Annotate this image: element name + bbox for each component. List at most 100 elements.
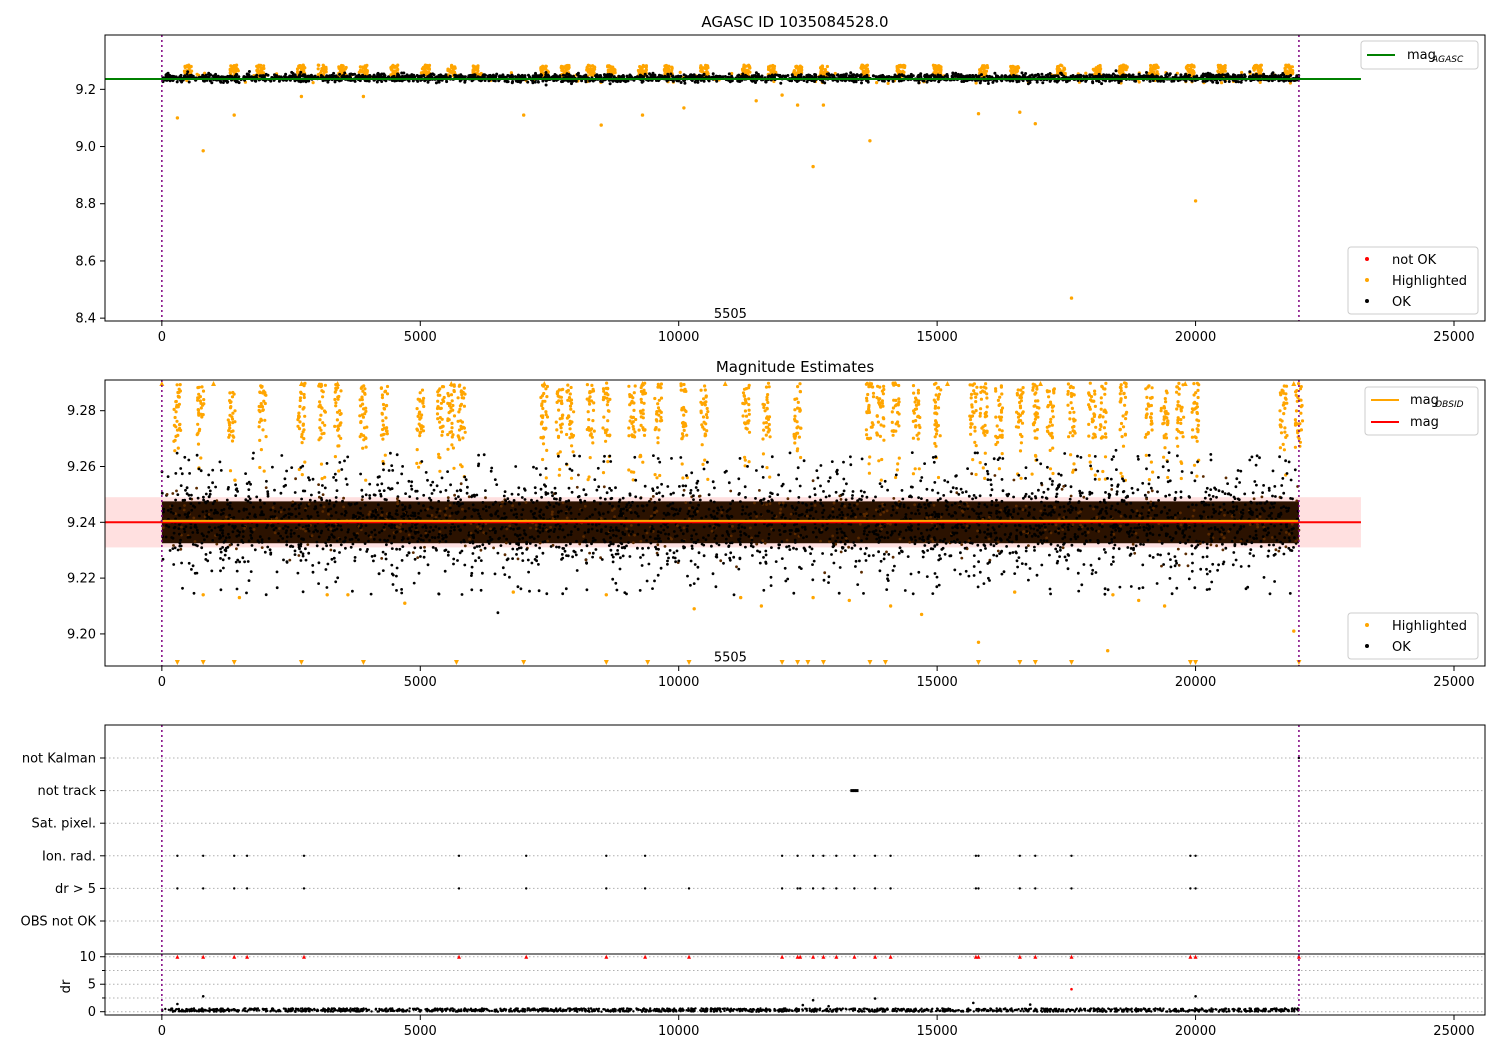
- highlighted-point: [262, 469, 266, 473]
- highlighted-point: [699, 69, 703, 73]
- highlighted-point: [559, 399, 564, 403]
- ok-point: [643, 72, 647, 76]
- ok-point: [696, 75, 699, 79]
- highlighted-point: [870, 425, 874, 429]
- ok-point: [675, 79, 679, 83]
- highlighted-point: [262, 64, 266, 68]
- highlighted-point: [236, 69, 240, 73]
- highlighted-point: [446, 433, 450, 437]
- highlighted-point: [892, 429, 896, 433]
- ok-point: [1207, 73, 1211, 77]
- ok-point: [993, 71, 997, 75]
- highlighted-point: [699, 64, 703, 68]
- ok-point: [927, 74, 931, 78]
- highlighted-point: [361, 446, 365, 450]
- ok-point: [711, 72, 715, 76]
- highlighted-point: [747, 403, 751, 407]
- highlighted-point: [1240, 70, 1244, 75]
- ok-point: [1036, 73, 1040, 77]
- highlighted-point: [381, 437, 385, 441]
- ok-point: [966, 74, 970, 78]
- highlighted-point: [877, 459, 881, 463]
- highlighted-point: [303, 460, 307, 464]
- highlighted-point: [743, 458, 747, 462]
- highlighted-point: [196, 398, 200, 402]
- ok-point: [603, 74, 607, 78]
- highlighted-point: [891, 433, 895, 437]
- highlighted-point: [450, 435, 454, 439]
- ok-point: [933, 75, 936, 79]
- panel1-xtick-label: 25000: [1433, 330, 1474, 345]
- highlighted-point: [796, 385, 800, 389]
- highlighted-outlier: [795, 103, 800, 107]
- highlighted-point: [333, 397, 337, 402]
- ok-point: [1053, 79, 1057, 83]
- legend-label: not OK: [1392, 253, 1437, 268]
- highlighted-point: [591, 441, 595, 445]
- highlighted-point: [1187, 69, 1191, 73]
- ok-point: [1237, 80, 1240, 84]
- highlighted-point: [875, 396, 879, 400]
- ok-point: [707, 75, 711, 79]
- highlighted-point: [457, 384, 461, 388]
- highlighted-point: [569, 476, 574, 480]
- highlighted-point: [730, 71, 734, 76]
- highlighted-point: [761, 452, 766, 456]
- highlighted-point: [479, 71, 483, 76]
- highlighted-point: [339, 389, 343, 393]
- ok-point: [309, 73, 313, 77]
- highlighted-point: [323, 410, 327, 414]
- ok-point: [416, 79, 420, 83]
- highlighted-point: [385, 384, 390, 389]
- highlighted-point: [560, 422, 564, 426]
- highlighted-point: [763, 409, 767, 413]
- highlighted-point: [230, 417, 235, 421]
- highlighted-point: [867, 407, 871, 411]
- ok-point: [1111, 72, 1115, 76]
- ok-point: [1262, 72, 1266, 76]
- highlighted-point: [917, 423, 921, 427]
- highlighted-point: [1155, 64, 1159, 68]
- ok-point: [844, 72, 848, 76]
- highlighted-point: [380, 412, 384, 416]
- highlighted-point: [230, 395, 235, 399]
- ok-point: [263, 79, 267, 83]
- panel1-ytick-label: 8.8: [75, 197, 96, 212]
- ok-point: [417, 75, 421, 79]
- highlighted-point: [792, 69, 797, 73]
- highlighted-outlier: [976, 112, 981, 116]
- ok-point: [779, 81, 783, 85]
- ok-point: [669, 72, 673, 76]
- highlighted-point: [421, 429, 426, 433]
- highlighted-point: [572, 410, 576, 414]
- highlighted-point: [641, 460, 645, 464]
- highlighted-point: [1137, 80, 1141, 84]
- highlighted-point: [566, 383, 570, 387]
- ok-point: [1017, 75, 1021, 78]
- highlighted-point: [747, 408, 751, 412]
- highlighted-point: [1093, 72, 1097, 76]
- highlighted-point: [656, 402, 660, 406]
- ok-point: [1211, 73, 1215, 77]
- highlighted-point: [701, 415, 706, 419]
- highlighted-point: [541, 457, 545, 462]
- ok-point: [426, 80, 430, 84]
- legend-label: OK: [1392, 295, 1411, 310]
- ok-point: [539, 73, 543, 77]
- highlighted-point: [656, 441, 660, 445]
- ok-point: [698, 74, 702, 78]
- ok-point: [781, 74, 785, 78]
- highlighted-outlier: [175, 116, 180, 120]
- highlighted-point: [438, 456, 442, 460]
- highlighted-point: [565, 65, 569, 70]
- highlighted-point: [897, 456, 901, 460]
- highlighted-point: [421, 400, 425, 404]
- highlighted-outlier: [640, 113, 645, 117]
- highlighted-point: [628, 419, 632, 423]
- highlighted-point: [653, 396, 657, 401]
- ok-point: [910, 73, 913, 77]
- ok-point: [1281, 72, 1285, 75]
- highlighted-point: [699, 409, 703, 413]
- ok-point: [1236, 74, 1240, 78]
